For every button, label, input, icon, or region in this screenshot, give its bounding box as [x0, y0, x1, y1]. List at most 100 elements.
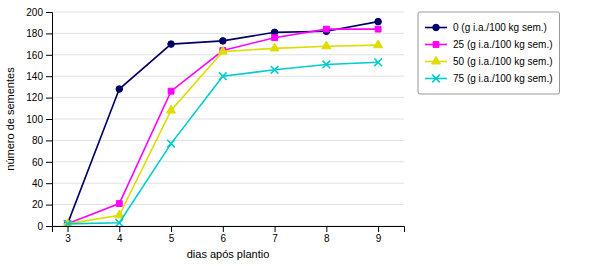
tick: 7 — [272, 226, 278, 244]
y-axis: 0 20 40 60 80 100 120 140 160 180 200 — [26, 7, 52, 232]
tick-mark — [378, 226, 379, 232]
tick: 4 — [117, 226, 123, 244]
tick-label: 3 — [65, 233, 71, 244]
line — [68, 62, 379, 224]
axis-line — [53, 227, 405, 233]
legend-label: 50 (g i.a./100 kg sem.) — [453, 56, 553, 67]
line — [68, 29, 379, 224]
legend-marker — [433, 24, 440, 31]
tick: 5 — [169, 226, 175, 244]
point — [115, 219, 123, 226]
tick-mark — [46, 162, 52, 163]
tick-mark — [46, 98, 52, 99]
tick: 9 — [376, 226, 382, 244]
point — [219, 72, 227, 80]
tick: 20 — [32, 199, 52, 210]
y-axis-title: número de sementes — [4, 67, 16, 171]
tick-mark — [46, 183, 52, 184]
legend-label: 25 (g i.a./100 kg sem.) — [453, 39, 553, 50]
grid-line — [52, 204, 404, 205]
grid-line — [52, 12, 404, 13]
tick: 40 — [32, 178, 52, 189]
legend-frame — [418, 12, 560, 94]
tick: 120 — [26, 92, 52, 103]
point — [323, 61, 331, 69]
point — [374, 58, 382, 66]
point — [375, 18, 382, 25]
grid-line — [52, 33, 404, 34]
point — [116, 201, 122, 207]
tick-mark — [46, 12, 52, 13]
point — [323, 26, 329, 32]
tick-label: 200 — [26, 7, 43, 18]
point — [220, 38, 227, 45]
grid-line — [52, 119, 404, 120]
tick: 6 — [221, 226, 227, 244]
tick-label: 5 — [169, 233, 175, 244]
legend-marker — [433, 42, 439, 48]
x-axis-title: dias após plantio — [187, 248, 270, 260]
legend: 0 (g i.a./100 kg sem.) 25 (g i.a./100 kg … — [418, 12, 560, 94]
tick-label: 20 — [32, 199, 44, 210]
tick: 140 — [26, 71, 52, 82]
grid-line — [52, 97, 404, 98]
point — [271, 66, 279, 74]
marks — [63, 18, 382, 226]
tick-label: 6 — [221, 233, 227, 244]
tick-mark — [275, 226, 276, 232]
tick: 180 — [26, 28, 52, 39]
tick-label: 180 — [26, 28, 43, 39]
tick-mark — [46, 55, 52, 56]
point — [374, 40, 383, 48]
tick-label: 140 — [26, 71, 43, 82]
point — [270, 43, 279, 51]
tick-mark — [326, 226, 327, 232]
legend-label: 75 (g i.a./100 kg sem.) — [453, 73, 553, 84]
tick-mark — [119, 226, 120, 232]
series — [63, 40, 382, 226]
grid — [52, 12, 404, 226]
series — [65, 26, 381, 226]
point — [167, 140, 175, 148]
legend-item: 25 (g i.a./100 kg sem.) — [425, 39, 553, 50]
tick-label: 100 — [26, 114, 43, 125]
x-axis: 3 4 5 6 7 8 9 — [53, 226, 405, 244]
axis-line — [46, 13, 53, 227]
legend-label: 0 (g i.a./100 kg sem.) — [453, 22, 547, 33]
tick-label: 40 — [32, 178, 44, 189]
tick: 3 — [65, 226, 71, 244]
grid-line — [52, 183, 404, 184]
grid-line — [52, 161, 404, 162]
plot: 3 4 5 6 7 8 9 0 20 40 60 80 100 120 140 160 180 200 dias a… — [4, 7, 405, 260]
tick-label: 4 — [117, 233, 123, 244]
tick-mark — [46, 226, 52, 227]
tick-mark — [46, 140, 52, 141]
tick: 160 — [26, 50, 52, 61]
legend-marker — [432, 56, 441, 64]
tick-mark — [46, 76, 52, 77]
tick: 200 — [26, 7, 52, 18]
tick-mark — [68, 226, 69, 232]
tick-mark — [46, 119, 52, 120]
tick-mark — [46, 33, 52, 34]
line — [68, 22, 379, 224]
legend-item: 75 (g i.a./100 kg sem.) — [425, 73, 553, 84]
tick: 0 — [37, 221, 52, 232]
tick-label: 7 — [272, 233, 278, 244]
line — [68, 45, 379, 224]
point — [167, 105, 176, 113]
tick-mark — [223, 226, 224, 232]
point — [272, 35, 278, 41]
grid-line — [52, 140, 404, 141]
point — [168, 41, 175, 48]
tick: 8 — [324, 226, 330, 244]
tick-label: 0 — [37, 221, 43, 232]
legend-marker — [432, 75, 440, 83]
legend-item: 0 (g i.a./100 kg sem.) — [425, 22, 547, 33]
series — [64, 58, 382, 226]
tick-label: 60 — [32, 157, 44, 168]
tick-label: 120 — [26, 92, 43, 103]
tick: 80 — [32, 135, 52, 146]
point — [116, 86, 123, 93]
point — [168, 88, 174, 94]
